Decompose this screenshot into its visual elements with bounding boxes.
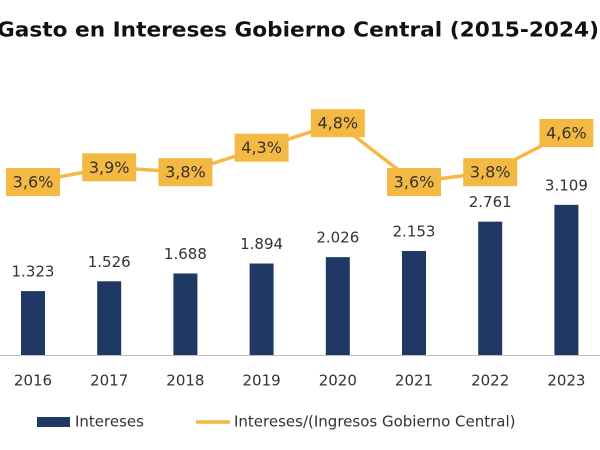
data-label: 3,8% xyxy=(470,163,511,182)
chart-title: Gasto en Intereses Gobierno Central (201… xyxy=(0,18,599,42)
label-box xyxy=(158,158,213,187)
data-label: 2.761 xyxy=(469,193,512,211)
legend-swatch xyxy=(37,417,70,427)
bar xyxy=(554,204,579,355)
data-label: 1.688 xyxy=(164,245,207,263)
data-label: 3.109 xyxy=(545,176,588,194)
data-label: 1.323 xyxy=(12,263,55,281)
bar xyxy=(173,273,198,355)
x-tick-label: 2017 xyxy=(90,372,128,390)
bar xyxy=(249,263,274,355)
label-box xyxy=(6,168,60,196)
x-tick-label: 2018 xyxy=(166,372,204,390)
bar xyxy=(21,291,45,355)
legend-label: Intereses/(Ingresos Gobierno Central) xyxy=(234,413,516,431)
x-tick-label: 2023 xyxy=(547,372,585,390)
bar xyxy=(478,221,503,355)
x-tick-label: 2020 xyxy=(319,372,357,390)
legend-label: Intereses xyxy=(75,413,144,431)
label-box xyxy=(234,133,289,162)
data-label: 4,8% xyxy=(317,114,358,133)
bar xyxy=(97,281,122,355)
data-label: 3,8% xyxy=(165,163,206,182)
x-tick-label: 2019 xyxy=(243,372,281,390)
data-label: 3,6% xyxy=(13,173,54,192)
data-label: 3,6% xyxy=(394,173,435,192)
bar xyxy=(402,251,426,355)
label-box xyxy=(310,109,365,138)
data-label: 1.894 xyxy=(240,235,283,253)
data-label: 4,3% xyxy=(241,138,282,157)
data-label: 1.526 xyxy=(88,253,131,271)
label-box xyxy=(387,168,441,196)
x-tick-label: 2021 xyxy=(395,372,433,390)
x-tick-label: 2022 xyxy=(471,372,509,390)
data-label: 4,6% xyxy=(546,124,587,143)
data-label: 2.153 xyxy=(393,223,436,241)
label-box xyxy=(82,153,137,182)
label-box xyxy=(463,158,518,187)
label-box xyxy=(539,119,594,147)
data-label: 3,9% xyxy=(89,158,130,177)
data-label: 2.026 xyxy=(316,229,359,247)
x-tick-label: 2016 xyxy=(14,372,52,390)
bar xyxy=(325,257,350,355)
